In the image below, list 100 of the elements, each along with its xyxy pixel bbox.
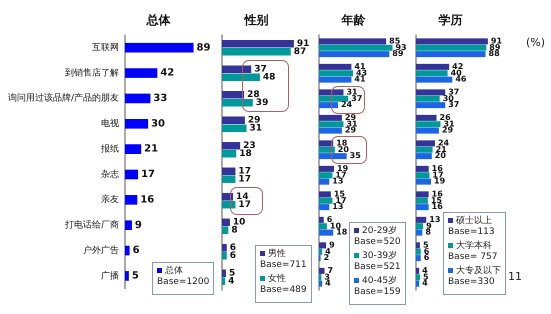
bar bbox=[319, 64, 352, 70]
bar bbox=[125, 170, 138, 180]
y-tick-label: 户外广告 bbox=[83, 244, 119, 256]
data-label: 40 bbox=[450, 68, 462, 78]
y-tick-label: 报纸 bbox=[100, 143, 119, 154]
data-label: 24 bbox=[340, 100, 353, 110]
data-label: 5 bbox=[132, 270, 139, 282]
legend-label: 女性 bbox=[268, 274, 286, 284]
bar bbox=[416, 44, 486, 51]
bar bbox=[222, 124, 246, 132]
bar bbox=[319, 121, 344, 128]
bar bbox=[222, 142, 240, 150]
data-label: 21 bbox=[144, 144, 158, 155]
bar bbox=[319, 178, 330, 185]
legend-label: 男性 bbox=[268, 249, 286, 259]
bar bbox=[319, 140, 334, 146]
data-label: 42 bbox=[160, 68, 174, 79]
bar bbox=[416, 204, 429, 210]
bar bbox=[125, 94, 150, 104]
bar bbox=[222, 73, 260, 81]
bar bbox=[416, 248, 421, 255]
bar bbox=[319, 216, 324, 223]
bar bbox=[416, 89, 446, 96]
bar bbox=[416, 128, 439, 134]
bar bbox=[416, 146, 433, 153]
bar bbox=[125, 118, 148, 129]
bar bbox=[125, 144, 142, 154]
data-label: 16 bbox=[432, 164, 444, 173]
bar bbox=[319, 76, 352, 83]
annotation: Base=521 bbox=[354, 262, 401, 272]
data-label: 10 bbox=[330, 221, 342, 230]
bar bbox=[222, 252, 227, 260]
bar bbox=[319, 166, 334, 172]
bar bbox=[319, 96, 348, 102]
data-label: 88 bbox=[488, 49, 500, 58]
bar bbox=[416, 242, 420, 248]
bar bbox=[319, 153, 347, 160]
data-label: 4 bbox=[325, 278, 332, 288]
data-label: 2 bbox=[324, 253, 330, 262]
legend-label: 40-45岁 bbox=[362, 276, 398, 286]
bar bbox=[319, 191, 331, 198]
bar bbox=[222, 168, 236, 176]
data-label: 39 bbox=[256, 98, 268, 108]
bar bbox=[222, 270, 226, 278]
bar bbox=[319, 280, 322, 287]
bar bbox=[319, 248, 322, 255]
data-label: 9 bbox=[134, 220, 142, 231]
data-label: 20 bbox=[434, 151, 446, 160]
data-label: 41 bbox=[354, 74, 366, 84]
data-label: 6 bbox=[424, 246, 430, 256]
data-label: 41 bbox=[354, 62, 366, 71]
data-label: 17 bbox=[238, 174, 251, 185]
data-label: 85 bbox=[389, 36, 401, 46]
data-label: 16 bbox=[432, 189, 444, 198]
data-label: 43 bbox=[356, 68, 368, 78]
data-label: 16 bbox=[140, 194, 154, 206]
data-label: 89 bbox=[489, 42, 501, 52]
annotation: Base=489 bbox=[260, 285, 307, 295]
legend-label: 硕士以上 bbox=[456, 216, 492, 226]
bar bbox=[416, 178, 432, 185]
bar bbox=[319, 198, 332, 204]
bar bbox=[222, 40, 294, 48]
bar bbox=[319, 38, 386, 44]
text: (%) bbox=[526, 36, 546, 49]
bar bbox=[222, 200, 236, 208]
bar bbox=[416, 121, 440, 128]
data-label: 16 bbox=[432, 202, 444, 212]
bar bbox=[416, 223, 424, 230]
bar bbox=[416, 274, 420, 280]
legend-label: 20-29岁 bbox=[362, 226, 398, 236]
data-label: 6 bbox=[326, 214, 333, 224]
bar bbox=[416, 172, 430, 178]
data-label: 29 bbox=[344, 126, 356, 135]
bar bbox=[416, 96, 440, 102]
bar bbox=[416, 70, 448, 76]
bar bbox=[222, 277, 226, 285]
bar bbox=[222, 116, 245, 124]
bar bbox=[416, 230, 422, 236]
bar bbox=[222, 218, 230, 226]
bar bbox=[222, 244, 227, 252]
data-label: 4 bbox=[422, 266, 428, 275]
bar bbox=[125, 220, 132, 230]
bar bbox=[319, 146, 335, 153]
bar bbox=[416, 114, 437, 121]
data-label: 35 bbox=[350, 151, 362, 160]
data-label: 24 bbox=[438, 138, 450, 148]
data-label: 3 bbox=[324, 272, 330, 282]
bar bbox=[125, 271, 129, 281]
y-tick-label: 电视 bbox=[101, 118, 119, 130]
data-label: 9 bbox=[426, 221, 432, 230]
annotation: Base= 757 bbox=[448, 252, 498, 262]
bar bbox=[222, 193, 234, 201]
bar bbox=[319, 204, 330, 210]
bar bbox=[416, 166, 429, 172]
bar bbox=[416, 153, 432, 160]
bar bbox=[319, 102, 338, 108]
data-label: 15 bbox=[334, 189, 346, 198]
data-label: 13 bbox=[332, 176, 344, 186]
bar bbox=[222, 66, 252, 74]
data-label: 8 bbox=[425, 228, 432, 237]
